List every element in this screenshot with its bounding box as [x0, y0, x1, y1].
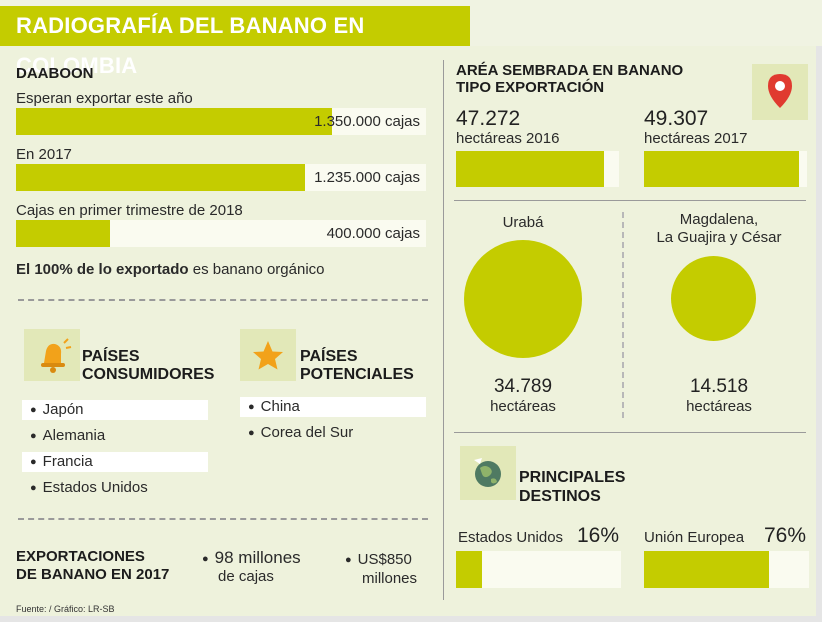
exports-stat-usd-unit: millones: [362, 570, 418, 587]
region-name-line2: La Guajira y César: [656, 229, 782, 246]
daaboon-bar: [16, 108, 333, 135]
destination-bar-track: [644, 551, 809, 588]
destinations-title-line2: DESTINOS: [519, 488, 601, 505]
exports-title-line1: EXPORTACIONES: [16, 548, 145, 565]
bell-icon: [24, 329, 80, 381]
region-name: Urabá: [456, 214, 590, 232]
daaboon-bar-value: 1.235.000 cajas: [314, 169, 420, 186]
list-item: China: [240, 397, 426, 417]
daaboon-bar-value: 400.000 cajas: [326, 225, 420, 242]
infographic: RADIOGRAFÍA DEL BANANO EN COLOMBIA DAABO…: [0, 0, 822, 622]
exports-stat-boxes: 98 millones: [202, 548, 301, 570]
potential-title: PAÍSES POTENCIALES: [300, 348, 414, 384]
column-separator: [443, 60, 444, 600]
region-bubble: [464, 240, 582, 358]
potential-title-line1: PAÍSES: [300, 348, 358, 365]
destination-label: Estados Unidos: [458, 529, 564, 546]
daaboon-row-label: Esperan exportar este año: [16, 90, 193, 107]
area-bar: [456, 151, 605, 187]
daaboon-bar-track: [16, 108, 426, 135]
region-name-line1: Magdalena,: [679, 211, 759, 228]
consumers-title: PAÍSES CONSUMIDORES: [82, 348, 214, 384]
divider: [454, 200, 806, 201]
daaboon-bar-value: 1.350.000 cajas: [314, 113, 420, 130]
divider: [18, 518, 428, 520]
daaboon-bar: [16, 220, 110, 247]
list-item: Estados Unidos: [22, 478, 208, 498]
exports-title: EXPORTACIONES DE BANANO EN 2017: [16, 548, 169, 584]
daaboon-bar-track: [16, 220, 426, 247]
destinations-title-line1: PRINCIPALES: [519, 469, 626, 486]
globe-icon: [460, 446, 516, 500]
exports-stat-boxes-unit: de cajas: [218, 568, 274, 585]
list-item: Corea del Sur: [240, 423, 426, 443]
daaboon-bar: [16, 164, 306, 191]
map-pin-icon: [752, 64, 808, 120]
consumers-title-line1: PAÍSES: [82, 348, 140, 365]
area-2016-value: 47.272: [456, 107, 521, 130]
organic-note-rest: es banano orgánico: [188, 261, 325, 278]
area-bar: [644, 151, 799, 187]
exports-stat-boxes-value: 98 millones: [202, 548, 301, 570]
list-item: Japón: [22, 400, 208, 420]
region-name-line1: Urabá: [502, 214, 544, 231]
potential-title-line2: POTENCIALES: [300, 366, 414, 383]
destinations-title: PRINCIPALES DESTINOS: [519, 468, 625, 506]
divider: [454, 432, 806, 433]
organic-note: El 100% de lo exportado es banano orgáni…: [16, 261, 325, 278]
region-value: 34.789: [493, 376, 553, 397]
area-2016-label: hectáreas 2016: [456, 130, 560, 147]
destination-bar: [644, 551, 770, 588]
consumers-title-line2: CONSUMIDORES: [82, 366, 215, 383]
page-title: RADIOGRAFÍA DEL BANANO EN COLOMBIA: [0, 6, 470, 78]
region-unit: hectáreas: [490, 398, 556, 415]
area-2017-value: 49.307: [644, 107, 709, 130]
exports-stat-usd: US$850: [345, 551, 412, 568]
exports-title-line2: DE BANANO EN 2017: [16, 566, 170, 583]
divider: [622, 212, 624, 418]
star-icon: [240, 329, 296, 381]
source-note: Fuente: / Gráfico: LR-SB: [16, 604, 115, 614]
area-2017-label: hectáreas 2017: [644, 130, 748, 147]
region-value: 14.518: [689, 376, 749, 397]
daaboon-row-label: En 2017: [16, 146, 72, 163]
region-name: Magdalena, La Guajira y César: [640, 211, 798, 247]
list-item: Francia: [22, 452, 208, 472]
daaboon-row-label: Cajas en primer trimestre de 2018: [16, 202, 243, 219]
area-title: ARÉA SEMBRADA EN BANANO TIPO EXPORTACIÓN: [456, 62, 683, 96]
exports-stat-usd-value: US$850: [345, 551, 412, 568]
destination-label: Unión Europea: [644, 529, 745, 546]
destination-bar-track: [456, 551, 621, 588]
destination-bar: [456, 551, 483, 588]
organic-note-bold: El 100% de lo exportado: [16, 261, 189, 278]
region-bubble: [671, 256, 756, 341]
area-title-line1: ARÉA SEMBRADA EN BANANO: [456, 62, 684, 79]
area-bar-track: [456, 151, 619, 187]
divider: [18, 299, 428, 301]
region-unit: hectáreas: [686, 398, 752, 415]
list-item: Alemania: [22, 426, 208, 446]
daaboon-bar-track: [16, 164, 426, 191]
destination-pct: 16%: [577, 524, 620, 547]
daaboon-heading: DAABOON: [16, 65, 94, 82]
area-title-line2: TIPO EXPORTACIÓN: [456, 79, 605, 96]
area-bar-track: [644, 151, 807, 187]
destination-pct: 76%: [764, 524, 807, 547]
